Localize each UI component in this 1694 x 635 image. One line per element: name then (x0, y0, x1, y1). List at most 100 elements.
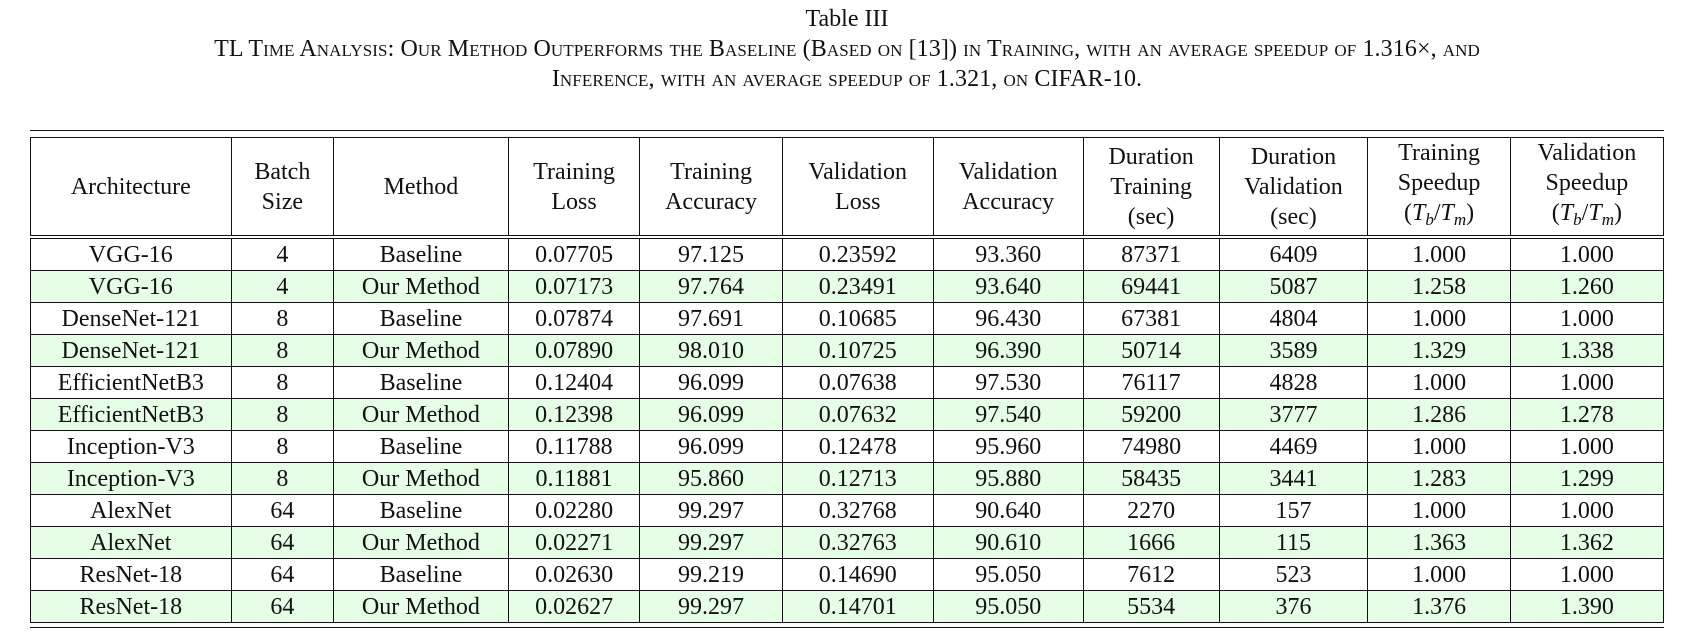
column-header-line: Duration (1108, 143, 1194, 170)
table-cell: 1.000 (1367, 366, 1511, 399)
column-header: Validation Accuracy (932, 137, 1084, 238)
table-cell: 0.12478 (781, 430, 934, 463)
formula-t: T (1559, 200, 1574, 226)
table-cell: 1.363 (1367, 526, 1511, 559)
column-header: Batch Size (230, 137, 335, 238)
table-cell: 93.640 (932, 270, 1084, 303)
table-caption: Table III TL Time Analysis: Our Method O… (0, 4, 1694, 94)
column-header-line: Loss (551, 188, 597, 215)
column-header: Training Loss (507, 137, 641, 238)
column-header-line: Training (1398, 140, 1480, 166)
table-cell: 97.540 (932, 398, 1084, 431)
column-header: Architecture (30, 137, 232, 238)
table-cell: Baseline (333, 558, 509, 591)
table-cell: 99.297 (639, 494, 783, 527)
table-row: DenseNet-121 8 Our Method 0.07890 98.010 0.10… (30, 334, 1665, 367)
table-cell: 0.32768 (781, 494, 934, 527)
results-table: Architecture Batch Size Method Training Loss T… (30, 137, 1665, 623)
table-cell: 1.000 (1509, 430, 1665, 463)
column-header-line: Validation (1537, 140, 1637, 166)
column-header-line: Validation (958, 158, 1058, 185)
table-cell: 3777 (1218, 398, 1369, 431)
column-header-line: Duration (1250, 143, 1337, 170)
table-cell: 0.14701 (781, 590, 934, 623)
table-cell: 64 (230, 494, 335, 527)
column-header: Training Speedup (Tb/Tm) (1367, 137, 1511, 238)
table-cell: 99.297 (639, 590, 783, 623)
column-header-line: Training (670, 158, 752, 185)
column-header-line: (sec) (1127, 203, 1175, 230)
table-cell: 1.000 (1509, 302, 1665, 335)
table-cell: VGG-16 (30, 235, 232, 271)
table-cell: 1.329 (1367, 334, 1511, 367)
column-header-line: Loss (835, 188, 881, 215)
table-cell: 1.000 (1367, 494, 1511, 527)
table-cell: 95.050 (932, 558, 1084, 591)
table-cell: 1.258 (1367, 270, 1511, 303)
column-header-line: (sec) (1270, 203, 1317, 230)
speedup-formula: (Tb/Tm) (1403, 200, 1475, 229)
table-cell: 1.260 (1509, 270, 1665, 303)
table-cell: 50714 (1082, 334, 1220, 367)
table-cell: 97.530 (932, 366, 1084, 399)
top-rule (30, 130, 1664, 131)
table-cell: 90.610 (932, 526, 1084, 559)
table-cell: 8 (230, 398, 335, 431)
table-cell: 95.050 (932, 590, 1084, 623)
column-header-line: Training (533, 158, 615, 185)
column-header-line: Validation (1244, 173, 1343, 200)
table-cell: 0.07632 (781, 398, 934, 431)
table-cell: 1.283 (1367, 462, 1511, 495)
table-cell: 1.000 (1509, 235, 1665, 271)
table-row: VGG-16 4 Our Method 0.07173 97.764 0.23491 93.… (30, 270, 1665, 303)
table-cell: Our Method (333, 590, 509, 623)
table-cell: ResNet-18 (30, 558, 232, 591)
column-header-line: Size (261, 188, 303, 215)
table-cell: Our Method (333, 334, 509, 367)
table-cell: 58435 (1082, 462, 1220, 495)
table-cell: Baseline (333, 430, 509, 463)
column-header: Validation Speedup (Tb/Tm) (1509, 137, 1665, 238)
table-cell: 0.12398 (507, 398, 641, 431)
table-cell: 3589 (1218, 334, 1369, 367)
results-table-container: Architecture Batch Size Method Training Loss T… (30, 130, 1665, 628)
table-cell: 1.338 (1509, 334, 1665, 367)
table-cell: Inception-V3 (30, 462, 232, 495)
column-header: Duration Validation (sec) (1218, 137, 1369, 238)
column-header-line: Batch (254, 158, 311, 185)
table-cell: 0.07890 (507, 334, 641, 367)
table-cell: 1.000 (1509, 558, 1665, 591)
formula-t: T (1440, 200, 1454, 226)
column-header: Training Accuracy (639, 137, 783, 238)
table-row: AlexNet 64 Baseline 0.02280 99.297 0.32768 90.… (30, 494, 1665, 527)
table-cell: 0.14690 (781, 558, 934, 591)
table-cell: 523 (1218, 558, 1369, 591)
table-cell: 93.360 (932, 235, 1084, 271)
table-cell: 1.286 (1367, 398, 1511, 431)
table-cell: Our Method (333, 526, 509, 559)
formula-t: T (1588, 200, 1602, 226)
table-row: EfficientNetB3 8 Our Method 0.12398 96.099 0.… (30, 398, 1665, 431)
table-cell: AlexNet (30, 494, 232, 527)
table-cell: 7612 (1082, 558, 1220, 591)
table-row: Inception-V3 8 Our Method 0.11881 95.860 0.12… (30, 462, 1665, 495)
table-cell: 99.219 (639, 558, 783, 591)
table-cell: 74980 (1082, 430, 1220, 463)
table-cell: 95.880 (932, 462, 1084, 495)
table-cell: 0.11881 (507, 462, 641, 495)
column-header: Duration Training (sec) (1082, 137, 1220, 238)
table-cell: 4 (230, 270, 335, 303)
table-cell: 115 (1218, 526, 1369, 559)
table-cell: 96.099 (639, 366, 783, 399)
bottom-rule (30, 627, 1664, 628)
table-cell: 4828 (1218, 366, 1369, 399)
table-cell: 0.02630 (507, 558, 641, 591)
table-cell: 0.23491 (781, 270, 934, 303)
table-cell: 8 (230, 366, 335, 399)
table-cell: 64 (230, 590, 335, 623)
table-cell: 8 (230, 430, 335, 463)
table-cell: Our Method (333, 462, 509, 495)
table-cell: 4804 (1218, 302, 1369, 335)
table-cell: 1.000 (1367, 558, 1511, 591)
table-cell: 64 (230, 526, 335, 559)
